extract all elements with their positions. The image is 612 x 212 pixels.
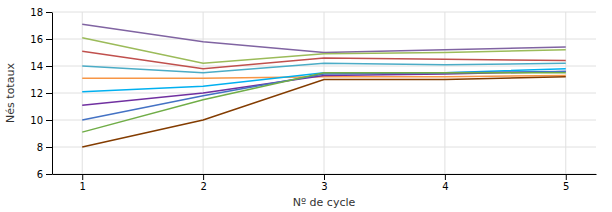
tick: 3	[321, 174, 327, 192]
y-axis: 6 8 10 12 14 16 18	[30, 7, 52, 180]
tick-mark	[46, 120, 52, 121]
x-axis-title: Nº de cycle	[293, 196, 356, 209]
tick-mark	[324, 174, 325, 180]
tick: 18	[30, 7, 52, 18]
tick-label: 8	[37, 142, 43, 153]
tick: 10	[30, 115, 52, 126]
lines	[82, 24, 566, 147]
grid-line	[565, 12, 566, 174]
tick-label: 5	[563, 181, 569, 192]
tick-label: 1	[80, 181, 86, 192]
chart-container: 12345681012141618Nº de cycleNés totaux	[0, 0, 612, 212]
grid	[52, 12, 596, 174]
tick: 2	[200, 174, 206, 192]
tick-label: 14	[30, 61, 43, 72]
tick: 6	[37, 169, 52, 180]
tick-label: 10	[30, 115, 43, 126]
tick-mark	[46, 12, 52, 13]
tick-mark	[46, 93, 52, 94]
grid-line	[444, 12, 445, 174]
tick-mark	[82, 174, 83, 180]
tick-label: 16	[30, 34, 43, 45]
tick-label: 6	[37, 169, 43, 180]
tick-mark	[46, 39, 52, 40]
tick: 8	[37, 142, 52, 153]
tick-mark	[445, 174, 446, 180]
tick-mark	[46, 147, 52, 148]
x-axis: 1 2 3 4 5	[53, 174, 597, 192]
tick: 16	[30, 34, 52, 45]
tick-label: 12	[30, 88, 43, 99]
axis-line	[52, 13, 53, 175]
tick: 1	[80, 174, 86, 192]
tick: 4	[442, 174, 448, 192]
tick-mark	[566, 174, 567, 180]
tick: 12	[30, 88, 52, 99]
tick-mark	[46, 66, 52, 67]
series-line	[82, 77, 566, 147]
series-line	[82, 24, 566, 52]
series-line	[82, 51, 566, 69]
tick: 14	[30, 61, 52, 72]
tick-label: 2	[200, 181, 206, 192]
tick-label: 18	[30, 7, 43, 18]
plot: 12345681012141618	[30, 7, 596, 192]
tick-label: 3	[321, 181, 327, 192]
series-line	[82, 71, 566, 105]
tick-mark	[46, 174, 52, 175]
chart: 12345681012141618Nº de cycleNés totaux	[0, 0, 612, 212]
tick-mark	[203, 174, 204, 180]
tick: 5	[563, 174, 569, 192]
grid-line	[82, 12, 83, 174]
series-line	[82, 73, 566, 132]
tick-label: 4	[442, 181, 448, 192]
grid-line	[324, 12, 325, 174]
y-axis-title: Nés totaux	[4, 63, 17, 123]
